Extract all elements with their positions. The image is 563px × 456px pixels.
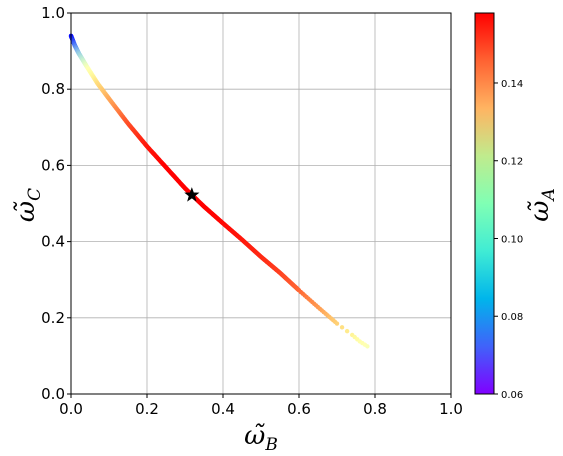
data-point — [334, 321, 340, 326]
x-axis-ticks: 0.0 0.2 0.4 0.6 0.8 1.0 — [59, 394, 463, 418]
x-tick-label: 0.8 — [363, 400, 387, 418]
data-point — [365, 344, 370, 349]
data-point — [344, 328, 350, 334]
optimum-marker-layer — [184, 187, 200, 202]
y-tick-label: 0.2 — [41, 309, 65, 327]
x-tick-label: 0.2 — [135, 400, 159, 418]
grid-lines — [71, 13, 451, 394]
x-tick-label: 0.6 — [287, 400, 311, 418]
star-marker — [184, 187, 200, 202]
colorbar-tick-label: 0.08 — [501, 312, 523, 323]
y-tick-label: 1.0 — [41, 4, 65, 22]
colorbar-tick-label: 0.10 — [501, 234, 523, 245]
x-axis-label: ω̃B — [244, 421, 278, 455]
y-axis-label: ω̃C — [11, 188, 45, 222]
colorbar-tick-label: 0.12 — [501, 157, 523, 168]
x-tick-label: 0.4 — [211, 400, 235, 418]
plot-frame — [70, 12, 452, 395]
data-points — [68, 33, 370, 349]
y-tick-label: 0.4 — [41, 233, 65, 251]
colorbar-tick-label: 0.14 — [501, 79, 523, 90]
y-tick-label: 0.6 — [41, 156, 65, 174]
data-point — [339, 325, 345, 330]
colorbar-tick-label: 0.06 — [501, 390, 523, 401]
x-tick-label: 1.0 — [439, 400, 463, 418]
y-tick-label: 0.0 — [41, 385, 65, 403]
colorbar — [474, 12, 495, 395]
x-tick-label: 0.0 — [59, 400, 83, 418]
colorbar-ticks: 0.06 0.08 0.10 0.12 0.14 — [494, 79, 523, 401]
colorbar-label: ω̃A — [525, 188, 559, 221]
y-tick-label: 0.8 — [41, 80, 65, 98]
y-axis-ticks: 0.0 0.2 0.4 0.6 0.8 1.0 — [41, 4, 71, 403]
